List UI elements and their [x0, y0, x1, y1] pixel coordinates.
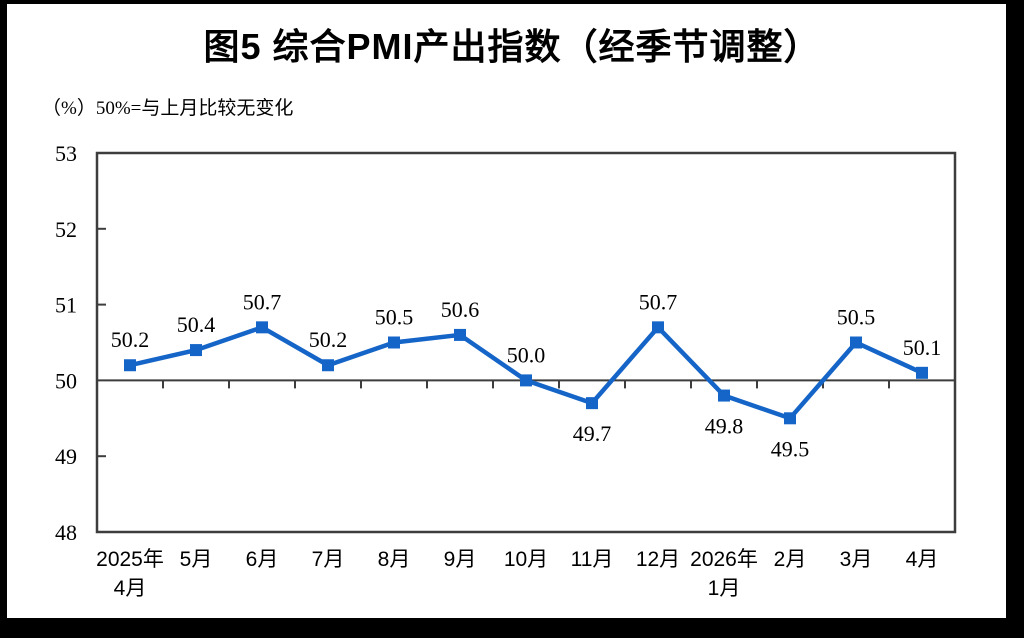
- data-point-marker: [322, 359, 334, 372]
- data-point-marker: [388, 336, 400, 349]
- x-axis-label: 9月: [444, 548, 477, 571]
- data-point-label: 50.2: [111, 327, 150, 352]
- data-point-label: 49.5: [771, 436, 810, 461]
- y-axis-label: 52: [55, 217, 77, 242]
- x-axis-label: 12月: [636, 548, 680, 571]
- data-point-label: 50.2: [309, 327, 348, 352]
- data-point-marker: [652, 321, 664, 334]
- x-axis-label: 5月: [180, 548, 213, 571]
- data-point-label: 50.1: [903, 335, 942, 360]
- data-point-marker: [586, 397, 598, 410]
- x-axis-label: 11月: [571, 548, 614, 571]
- data-point-label: 50.4: [177, 312, 216, 337]
- y-axis-label: 50: [55, 368, 77, 393]
- chart-title: 图5 综合PMI产出指数（经季节调整）: [203, 26, 821, 67]
- x-axis-label: 4月: [906, 548, 939, 571]
- data-point-label: 50.6: [441, 297, 480, 322]
- x-axis-label: 2月: [774, 548, 807, 571]
- x-axis-label: 7月: [312, 548, 345, 571]
- data-point-label: 50.7: [639, 289, 678, 314]
- y-axis-label: 51: [55, 293, 77, 318]
- data-point-label: 50.0: [507, 342, 546, 367]
- x-axis-label: 6月: [246, 548, 279, 571]
- data-point-label: 50.5: [837, 305, 876, 330]
- axis-unit-note: （%）50%=与上月比较无变化: [42, 98, 294, 119]
- plot-border: [95, 151, 957, 534]
- x-axis-label: 10月: [504, 548, 548, 571]
- x-axis-label: 8月: [378, 548, 411, 571]
- data-point-marker: [718, 389, 730, 402]
- y-axis-label: 48: [55, 520, 77, 545]
- data-point-marker: [124, 359, 136, 372]
- data-point-label: 49.8: [705, 414, 744, 439]
- data-point-marker: [784, 412, 796, 425]
- data-point-label: 50.7: [243, 289, 282, 314]
- data-point-marker: [916, 366, 928, 379]
- y-axis-label: 53: [55, 141, 77, 166]
- data-point-marker: [850, 336, 862, 349]
- trend-line: [127, 324, 925, 421]
- x-axis-label: 2025年: [96, 548, 164, 571]
- x-axis-label: 4月: [114, 577, 147, 600]
- data-point-label: 49.7: [573, 421, 612, 446]
- y-axis-label: 49: [55, 444, 77, 469]
- x-axis-label: 1月: [708, 577, 741, 600]
- data-point-label: 50.5: [375, 305, 414, 330]
- x-axis-label: 2026年: [690, 548, 758, 571]
- data-point-marker: [256, 321, 268, 334]
- x-axis-label: 3月: [840, 548, 873, 571]
- data-point-marker: [454, 328, 466, 341]
- data-point-marker: [520, 374, 532, 387]
- chart-canvas: [7, 4, 1006, 618]
- data-point-marker: [190, 344, 202, 357]
